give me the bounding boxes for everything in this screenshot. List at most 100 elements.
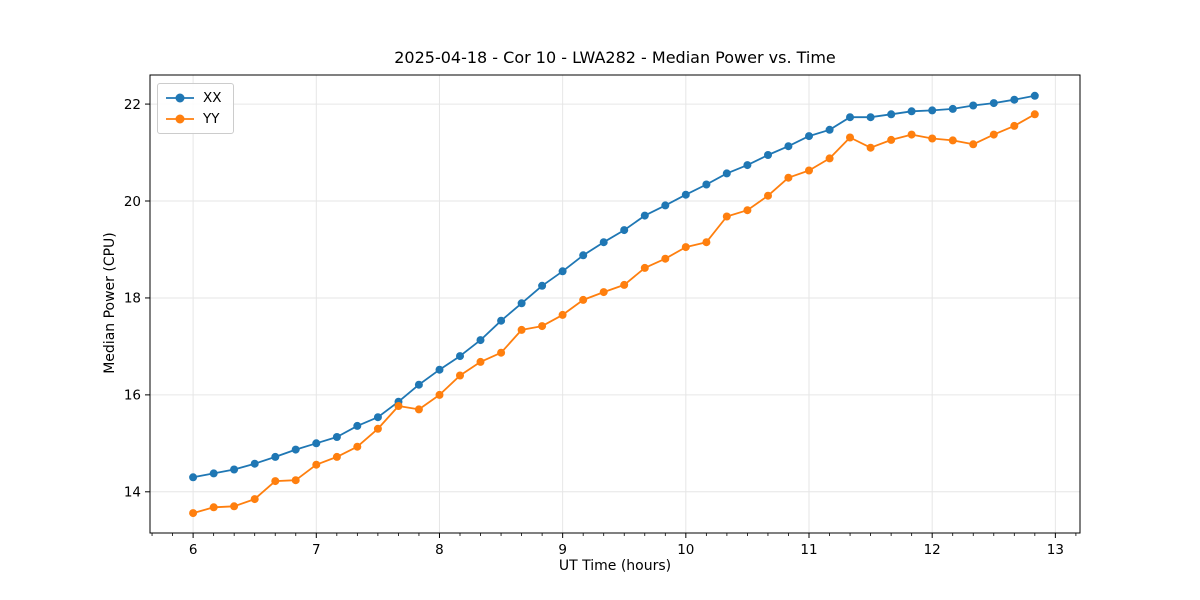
- data-point-yy: [702, 238, 711, 247]
- data-point-xx: [517, 299, 526, 308]
- data-point-yy: [353, 442, 362, 451]
- data-point-xx: [271, 452, 280, 461]
- x-tick-label: 8: [435, 542, 444, 558]
- y-tick-label: 16: [124, 388, 141, 404]
- x-tick-label: 11: [800, 542, 817, 558]
- data-point-yy: [476, 357, 485, 366]
- data-point-yy: [640, 263, 649, 272]
- data-point-xx: [969, 101, 978, 110]
- data-point-xx: [312, 439, 321, 448]
- legend: XX YY: [157, 83, 234, 134]
- data-point-xx: [414, 380, 423, 389]
- data-point-xx: [558, 267, 567, 276]
- data-point-xx: [702, 180, 711, 189]
- data-point-yy: [538, 322, 547, 331]
- x-tick-label: 7: [312, 542, 321, 558]
- data-point-xx: [764, 151, 772, 159]
- data-point-yy: [517, 325, 526, 334]
- data-point-yy: [456, 371, 464, 380]
- data-point-yy: [887, 135, 896, 144]
- data-point-yy: [681, 243, 690, 252]
- legend-label: YY: [203, 111, 220, 127]
- data-point-xx: [476, 336, 485, 345]
- series-line-yy: [192, 113, 1036, 514]
- data-point-xx: [784, 142, 793, 151]
- data-point-yy: [271, 477, 280, 486]
- data-point-xx: [497, 316, 506, 325]
- data-point-xx: [599, 238, 608, 247]
- data-point-yy: [866, 143, 875, 152]
- data-point-yy: [948, 136, 957, 145]
- data-point-xx: [743, 161, 752, 170]
- x-tick-label: 12: [924, 542, 941, 558]
- data-point-yy: [661, 254, 670, 263]
- data-point-xx: [435, 365, 444, 374]
- data-point-xx: [209, 469, 218, 478]
- data-point-xx: [579, 251, 588, 260]
- x-tick-label: 10: [677, 542, 694, 558]
- data-point-xx: [373, 413, 382, 422]
- series-line-xx: [192, 94, 1035, 479]
- data-point-yy: [846, 133, 854, 142]
- y-tick-label: 22: [124, 97, 141, 113]
- legend-item-yy: YY: [165, 109, 222, 129]
- chart-title: 2025-04-18 - Cor 10 - LWA282 - Median Po…: [394, 48, 836, 67]
- data-point-xx: [948, 104, 957, 113]
- data-point-xx: [640, 211, 649, 220]
- data-point-yy: [414, 405, 423, 414]
- data-point-yy: [558, 310, 567, 319]
- x-tick-label: 13: [1047, 542, 1064, 558]
- data-point-yy: [394, 402, 403, 410]
- data-point-yy: [230, 502, 239, 511]
- y-tick-label: 20: [124, 194, 141, 210]
- data-point-xx: [661, 201, 670, 210]
- data-point-xx: [825, 125, 834, 134]
- data-point-yy: [764, 191, 772, 200]
- data-point-xx: [722, 169, 731, 178]
- data-point-xx: [907, 107, 916, 116]
- data-point-yy: [825, 154, 834, 163]
- data-point-xx: [681, 190, 690, 199]
- data-point-yy: [250, 495, 259, 504]
- data-point-xx: [538, 281, 547, 290]
- data-point-yy: [1030, 110, 1039, 119]
- data-point-yy: [599, 288, 608, 297]
- data-point-yy: [373, 424, 382, 433]
- data-point-yy: [928, 134, 937, 143]
- data-point-xx: [291, 445, 300, 454]
- legend-marker-icon: [166, 114, 194, 124]
- data-point-xx: [1010, 95, 1019, 104]
- data-point-xx: [332, 433, 341, 441]
- legend-marker-icon: [166, 93, 194, 103]
- data-point-yy: [784, 173, 793, 182]
- data-point-xx: [353, 421, 362, 430]
- data-point-yy: [1010, 121, 1019, 130]
- data-point-yy: [435, 390, 444, 399]
- x-tick-label: 9: [558, 542, 567, 558]
- x-tick-label: 6: [189, 542, 198, 558]
- data-point-xx: [620, 226, 629, 235]
- data-point-yy: [907, 130, 916, 139]
- data-point-xx: [230, 465, 239, 474]
- data-point-xx: [250, 459, 259, 468]
- data-point-yy: [722, 212, 731, 221]
- data-point-yy: [969, 140, 978, 149]
- x-axis-label: UT Time (hours): [558, 558, 672, 574]
- data-point-xx: [1030, 91, 1039, 100]
- data-point-yy: [805, 166, 813, 175]
- legend-item-xx: XX: [165, 88, 222, 108]
- y-tick-label: 18: [124, 291, 141, 307]
- legend-label: XX: [203, 90, 222, 106]
- data-point-xx: [887, 110, 896, 119]
- data-point-yy: [579, 295, 588, 304]
- data-point-yy: [497, 348, 506, 357]
- data-point-xx: [989, 99, 998, 108]
- y-tick-label: 14: [124, 485, 141, 501]
- data-point-yy: [291, 476, 300, 485]
- data-point-yy: [189, 509, 198, 518]
- data-point-xx: [805, 132, 813, 141]
- y-axis-label: Median Power (CPU): [102, 232, 118, 374]
- data-point-xx: [456, 352, 464, 361]
